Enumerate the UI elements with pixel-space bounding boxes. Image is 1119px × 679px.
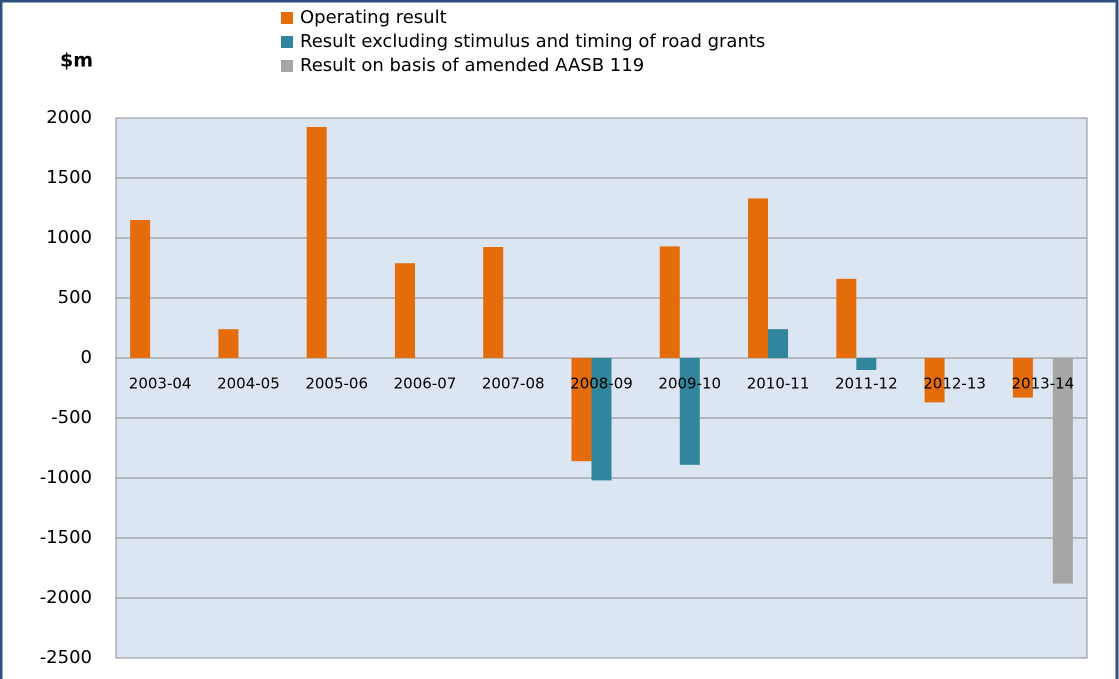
bar — [306, 127, 327, 358]
y-axis-label: $m — [60, 50, 93, 72]
y-tick-label: -1500 — [40, 527, 92, 548]
bar — [1012, 358, 1033, 398]
bar — [1052, 358, 1073, 584]
legend-label: Result excluding stimulus and timing of … — [300, 31, 765, 52]
y-tick-label: 2000 — [46, 107, 92, 128]
y-tick-label: 0 — [81, 347, 92, 368]
x-tick-label: 2006-07 — [394, 375, 457, 393]
y-tick-label: -1000 — [40, 467, 92, 488]
x-tick-label: 2005-06 — [305, 375, 368, 393]
x-tick-label: 2010-11 — [747, 375, 810, 393]
legend-label: Result on basis of amended AASB 119 — [300, 55, 644, 76]
x-tick-label: 2003-04 — [129, 375, 192, 393]
x-tick-label: 2008-09 — [570, 375, 633, 393]
bar — [130, 220, 151, 358]
x-tick-label: 2007-08 — [482, 375, 545, 393]
bar — [591, 358, 612, 481]
x-tick-label: 2011-12 — [835, 375, 898, 393]
bar — [679, 358, 700, 465]
x-tick-label: 2013-14 — [1012, 375, 1075, 393]
bar — [659, 246, 680, 358]
x-tick-label: 2004-05 — [217, 375, 280, 393]
bar — [856, 358, 877, 370]
y-tick-label: 500 — [58, 287, 92, 308]
bar — [768, 329, 789, 358]
bar — [571, 358, 592, 462]
y-tick-label: -2500 — [40, 647, 92, 668]
legend-swatch — [281, 60, 293, 72]
bar — [394, 263, 415, 358]
bar — [483, 247, 504, 358]
bar — [924, 358, 945, 403]
legend-label: Operating result — [300, 7, 447, 28]
legend-swatch — [281, 36, 293, 48]
x-tick-label: 2009-10 — [658, 375, 721, 393]
y-tick-label: 1500 — [46, 167, 92, 188]
legend-swatch — [281, 12, 293, 24]
y-tick-label: -2000 — [40, 587, 92, 608]
y-tick-label: 1000 — [46, 227, 92, 248]
y-tick-label: -500 — [51, 407, 92, 428]
bar — [748, 198, 769, 358]
x-tick-label: 2012-13 — [923, 375, 986, 393]
bar — [836, 278, 857, 358]
bar — [218, 329, 239, 358]
